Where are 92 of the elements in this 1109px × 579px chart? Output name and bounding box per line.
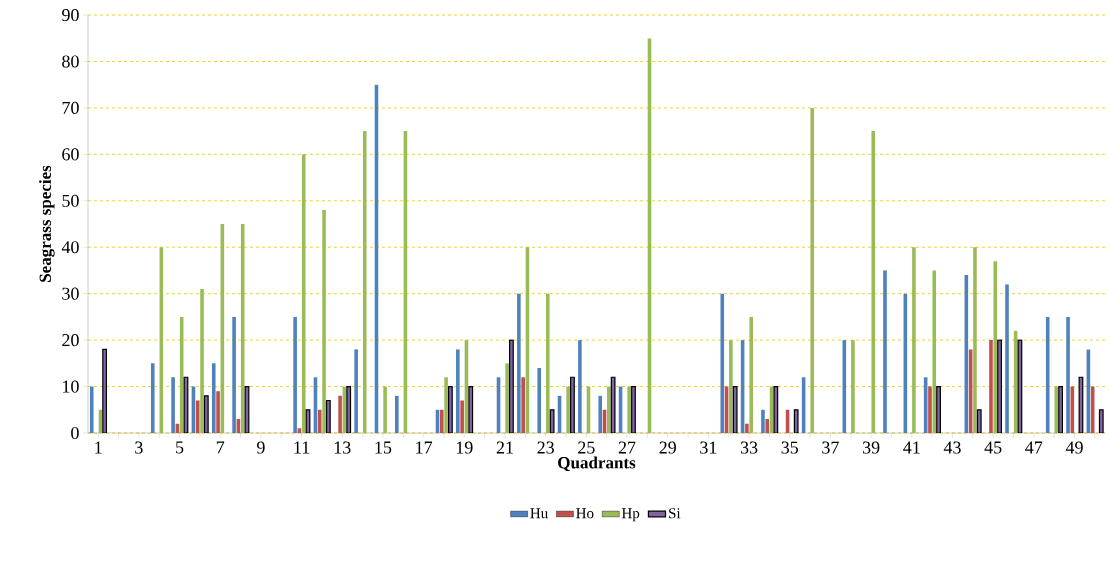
bar: [195, 400, 200, 433]
bar: [293, 316, 297, 433]
x-tick-label: 13: [334, 441, 351, 454]
x-tick-label: 3: [135, 441, 143, 454]
bar: [150, 363, 155, 433]
bar: [1045, 316, 1050, 433]
bar: [537, 367, 541, 433]
legend-label: Ho: [576, 508, 594, 519]
bar: [460, 400, 464, 433]
x-tick-label: 29: [659, 441, 676, 454]
bar: [993, 261, 998, 433]
legend-label: Hu: [530, 508, 548, 519]
bar: [912, 247, 916, 433]
x-tick-label: 11: [294, 441, 310, 454]
bar: [810, 107, 815, 433]
legend-label: Si: [669, 508, 681, 519]
x-tick-label: 7: [216, 441, 225, 454]
bar: [521, 377, 525, 433]
y-tick-label: 60: [62, 148, 79, 161]
x-tick-label: 23: [537, 441, 554, 454]
bar: [883, 270, 887, 433]
bar: [566, 386, 570, 433]
x-tick-label: 17: [416, 441, 433, 454]
bar: [517, 293, 521, 433]
bar: [322, 210, 326, 433]
bar: [765, 419, 770, 433]
y-axis-title: Seagrass species: [39, 165, 55, 282]
x-tick-label: 15: [375, 441, 392, 454]
x-tick-label: 9: [256, 441, 265, 454]
x-tick-label: 31: [700, 441, 717, 454]
bar: [627, 386, 631, 433]
bar: [171, 377, 175, 433]
x-tick-label: 35: [781, 441, 799, 454]
bar: [851, 340, 855, 433]
bar: [362, 131, 367, 433]
x-tick-label: 49: [1065, 441, 1083, 454]
bar: [232, 316, 236, 433]
x-axis-title: Quadrants: [558, 456, 636, 472]
y-tick-label: 10: [63, 380, 79, 393]
y-tick-label: 70: [62, 101, 79, 114]
x-tick-label: 37: [822, 441, 839, 454]
bar: [928, 386, 932, 433]
bar: [395, 395, 399, 433]
x-tick-label: 39: [862, 441, 880, 454]
x-tick-label: 47: [1025, 441, 1043, 454]
bar: [354, 349, 358, 433]
x-tick-label: 21: [496, 441, 513, 454]
bar: [211, 363, 216, 433]
bar: [607, 386, 611, 433]
x-tick-label: 5: [176, 441, 184, 454]
y-tick-label: 40: [61, 241, 79, 254]
bar: [761, 409, 765, 433]
bar: [240, 224, 245, 433]
bar: [598, 395, 603, 433]
bar: [444, 377, 448, 433]
x-tick-label: 43: [943, 441, 961, 454]
bar: [200, 289, 204, 433]
x-tick-label: 45: [984, 441, 1002, 454]
bar: [720, 293, 725, 433]
legend-label: Hp: [621, 508, 640, 522]
x-tick-label: 25: [578, 441, 595, 454]
y-tick-label: 90: [62, 8, 79, 22]
x-tick-label: 27: [618, 441, 636, 454]
bar: [745, 423, 749, 433]
bar: [546, 293, 550, 433]
x-tick-label: 1: [95, 441, 102, 454]
bar: [216, 391, 220, 433]
bar: [749, 316, 754, 433]
y-tick-label: 0: [71, 426, 79, 440]
y-tick-label: 80: [62, 55, 79, 68]
x-tick-label: 19: [456, 441, 473, 454]
y-tick-label: 20: [62, 334, 79, 347]
bar: [338, 395, 342, 433]
bar: [932, 270, 937, 433]
bar: [89, 386, 94, 433]
bar: [440, 409, 444, 433]
bar: [973, 247, 977, 433]
bar: [301, 154, 306, 433]
x-tick-label: 33: [740, 441, 758, 454]
bar: [456, 349, 460, 433]
bar: [505, 363, 509, 433]
bar: [383, 386, 387, 433]
bar: [989, 340, 993, 433]
bar: [578, 340, 582, 433]
bar: [1005, 284, 1009, 433]
bar: [871, 131, 876, 433]
bar: [317, 409, 322, 433]
bar: [1066, 316, 1070, 433]
y-tick-label: 50: [62, 194, 79, 207]
bar: [729, 340, 733, 433]
x-tick-label: 41: [903, 441, 920, 454]
y-tick-label: 30: [62, 287, 79, 300]
